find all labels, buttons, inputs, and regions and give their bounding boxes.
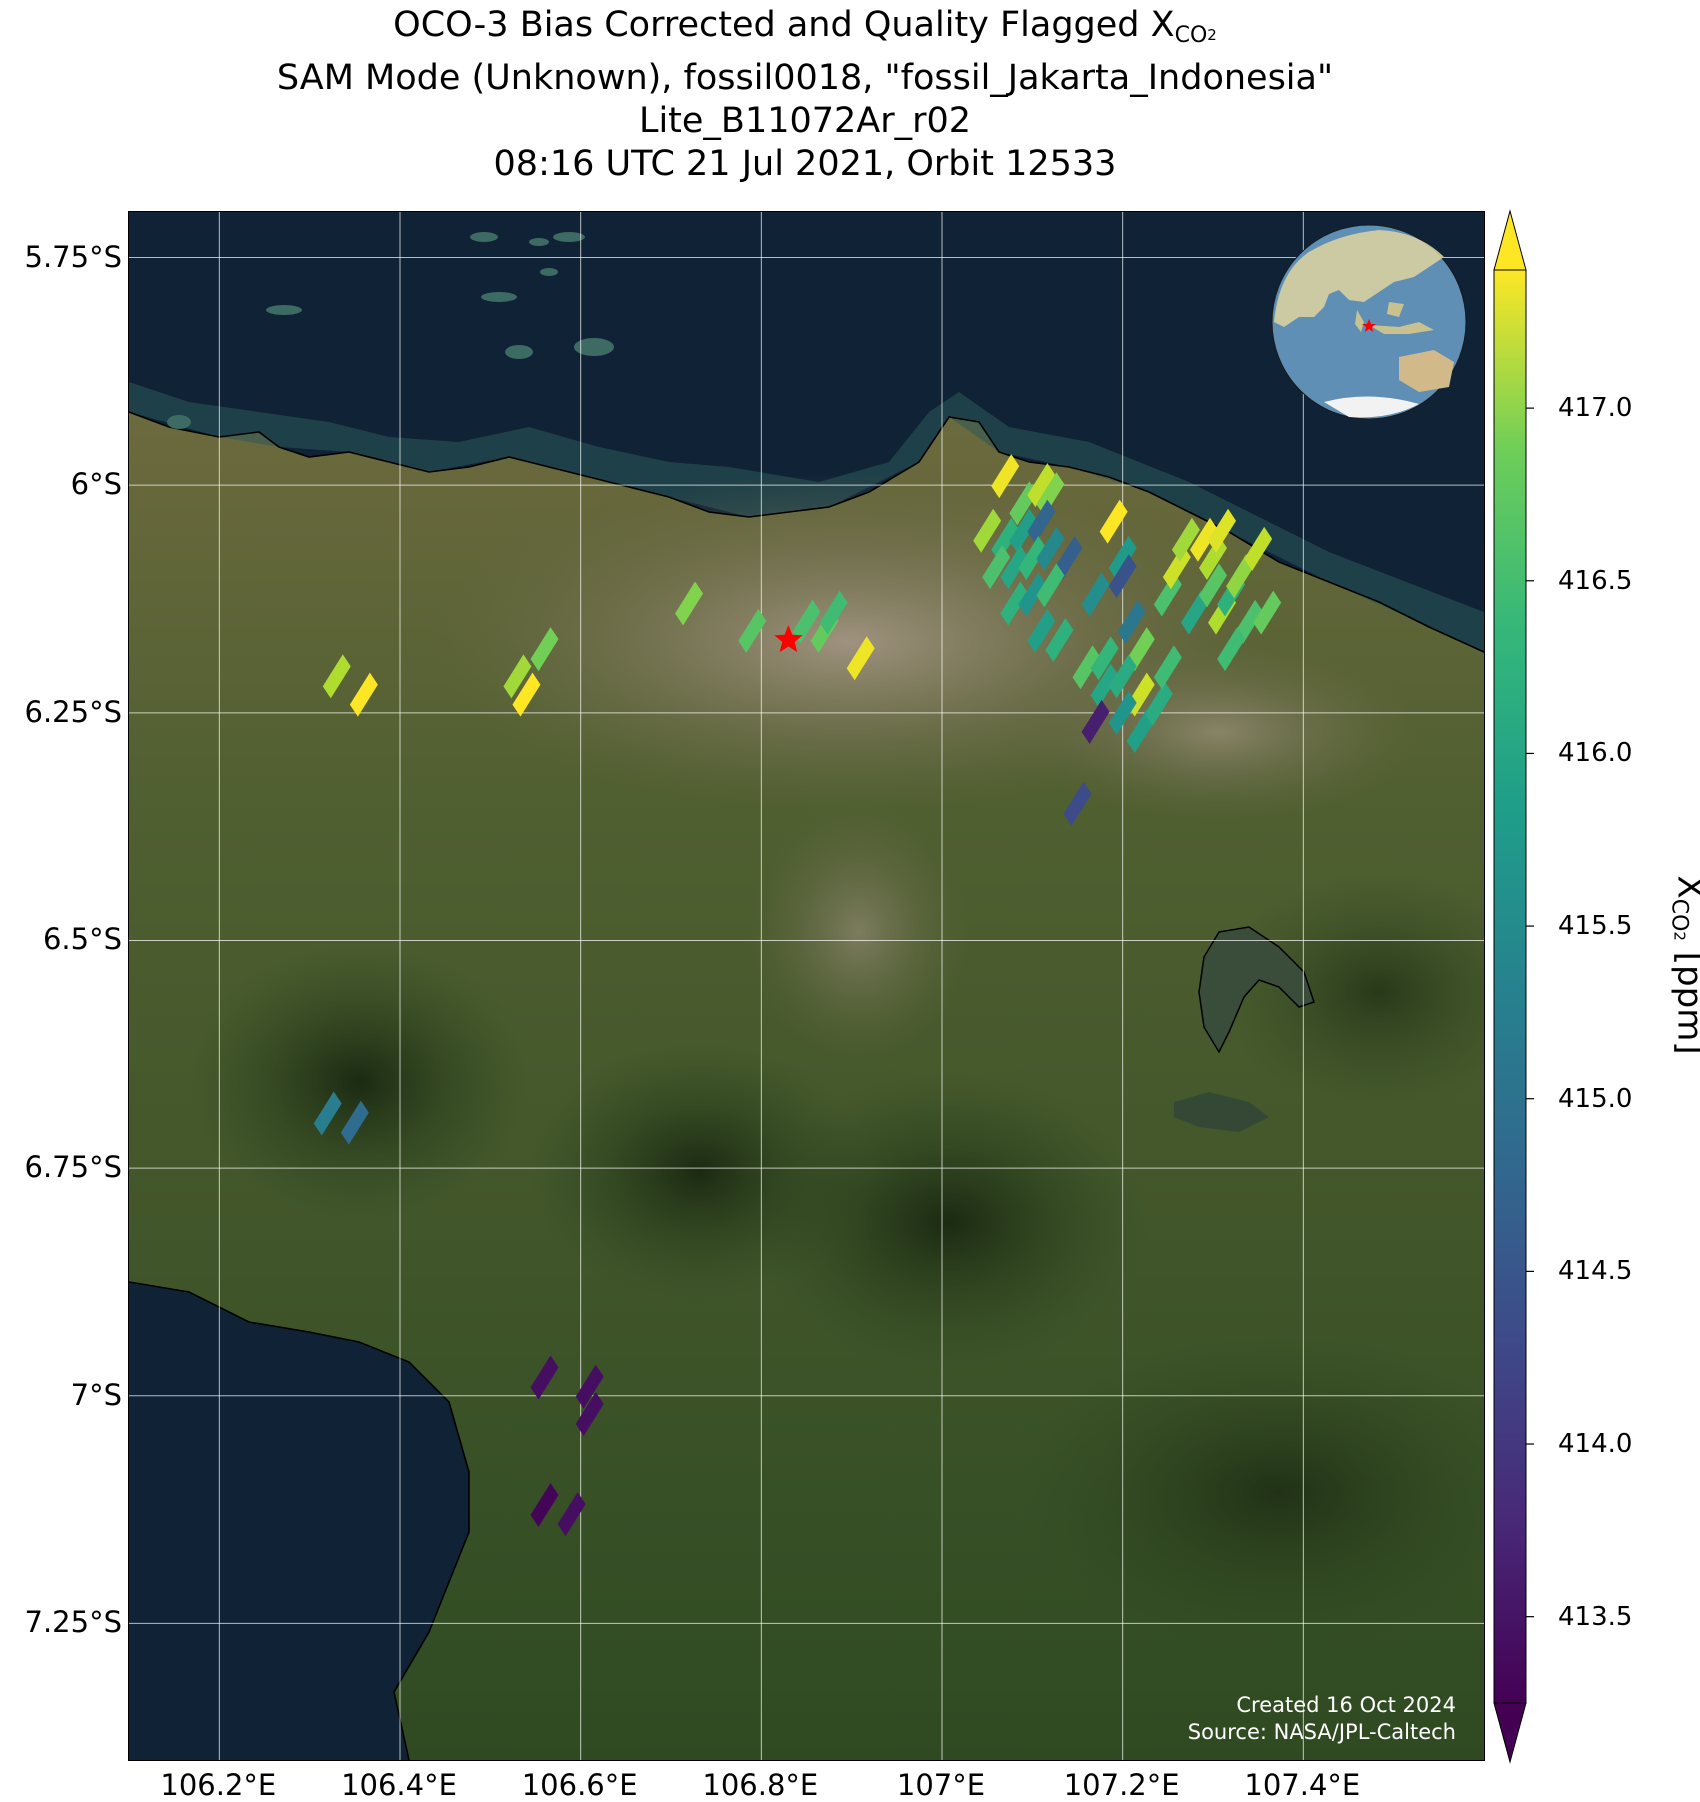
colorbar-tick-label: 414.0 [1558, 1429, 1632, 1459]
title-line-1: OCO-3 Bias Corrected and Quality Flagged… [0, 4, 1610, 57]
lon-tick-label: 106.2°E [160, 1768, 276, 1802]
inset-globe [1269, 222, 1469, 422]
figure-title: OCO-3 Bias Corrected and Quality Flagged… [0, 4, 1610, 186]
volcano-halimun [189, 942, 529, 1222]
satellite-map [129, 212, 1484, 1760]
title-line-2: SAM Mode (Unknown), fossil0018, "fossil_… [0, 57, 1610, 100]
colorbar-tick-label: 417.0 [1558, 393, 1632, 423]
lon-tick-label: 106.4°E [341, 1768, 457, 1802]
created-date: Created 16 Oct 2024 [1188, 1692, 1456, 1719]
colorbar-ticks [1526, 408, 1534, 1617]
lon-tick-label: 107°E [897, 1768, 985, 1802]
lat-tick-label: 7°S [71, 1378, 122, 1412]
lat-tick-label: 6.75°S [25, 1150, 122, 1184]
colorbar-extend-max [1494, 211, 1526, 270]
colorbar-title: XCO2 [ppm] [1667, 875, 1700, 1054]
map-panel[interactable]: Created 16 Oct 2024 Source: NASA/JPL-Cal… [128, 211, 1485, 1761]
title-line-4: 08:16 UTC 21 Jul 2021, Orbit 12533 [0, 143, 1610, 186]
source-attribution: Source: NASA/JPL-Caltech [1188, 1719, 1456, 1746]
colorbar-tick-label: 416.0 [1558, 738, 1632, 768]
lon-tick-label: 106.6°E [522, 1768, 638, 1802]
lat-tick-label: 6.25°S [25, 695, 122, 729]
colorbar-tick-label: 416.5 [1558, 566, 1632, 596]
lat-tick-label: 6.5°S [43, 922, 122, 956]
volcano-gede [749, 1072, 1149, 1372]
colorbar-tick-label: 415.0 [1558, 1084, 1632, 1114]
urban-bogor [749, 802, 969, 1062]
colorbar [1480, 200, 1540, 1770]
lon-tick-label: 106.8°E [702, 1768, 818, 1802]
lat-tick-label: 6°S [71, 467, 122, 501]
colorbar-extend-min [1494, 1703, 1526, 1762]
lat-tick-label: 7.25°S [25, 1605, 122, 1639]
colorbar-tick-label: 415.5 [1558, 911, 1632, 941]
lon-tick-label: 107.2°E [1064, 1768, 1180, 1802]
colorbar-gradient [1494, 270, 1526, 1703]
lon-tick-label: 107.4°E [1244, 1768, 1360, 1802]
colorbar-tick-label: 413.5 [1558, 1602, 1632, 1632]
colorbar-tick-label: 414.5 [1558, 1256, 1632, 1286]
credits: Created 16 Oct 2024 Source: NASA/JPL-Cal… [1188, 1692, 1456, 1746]
lat-tick-label: 5.75°S [25, 240, 122, 274]
title-line-3: Lite_B11072Ar_r02 [0, 100, 1610, 143]
